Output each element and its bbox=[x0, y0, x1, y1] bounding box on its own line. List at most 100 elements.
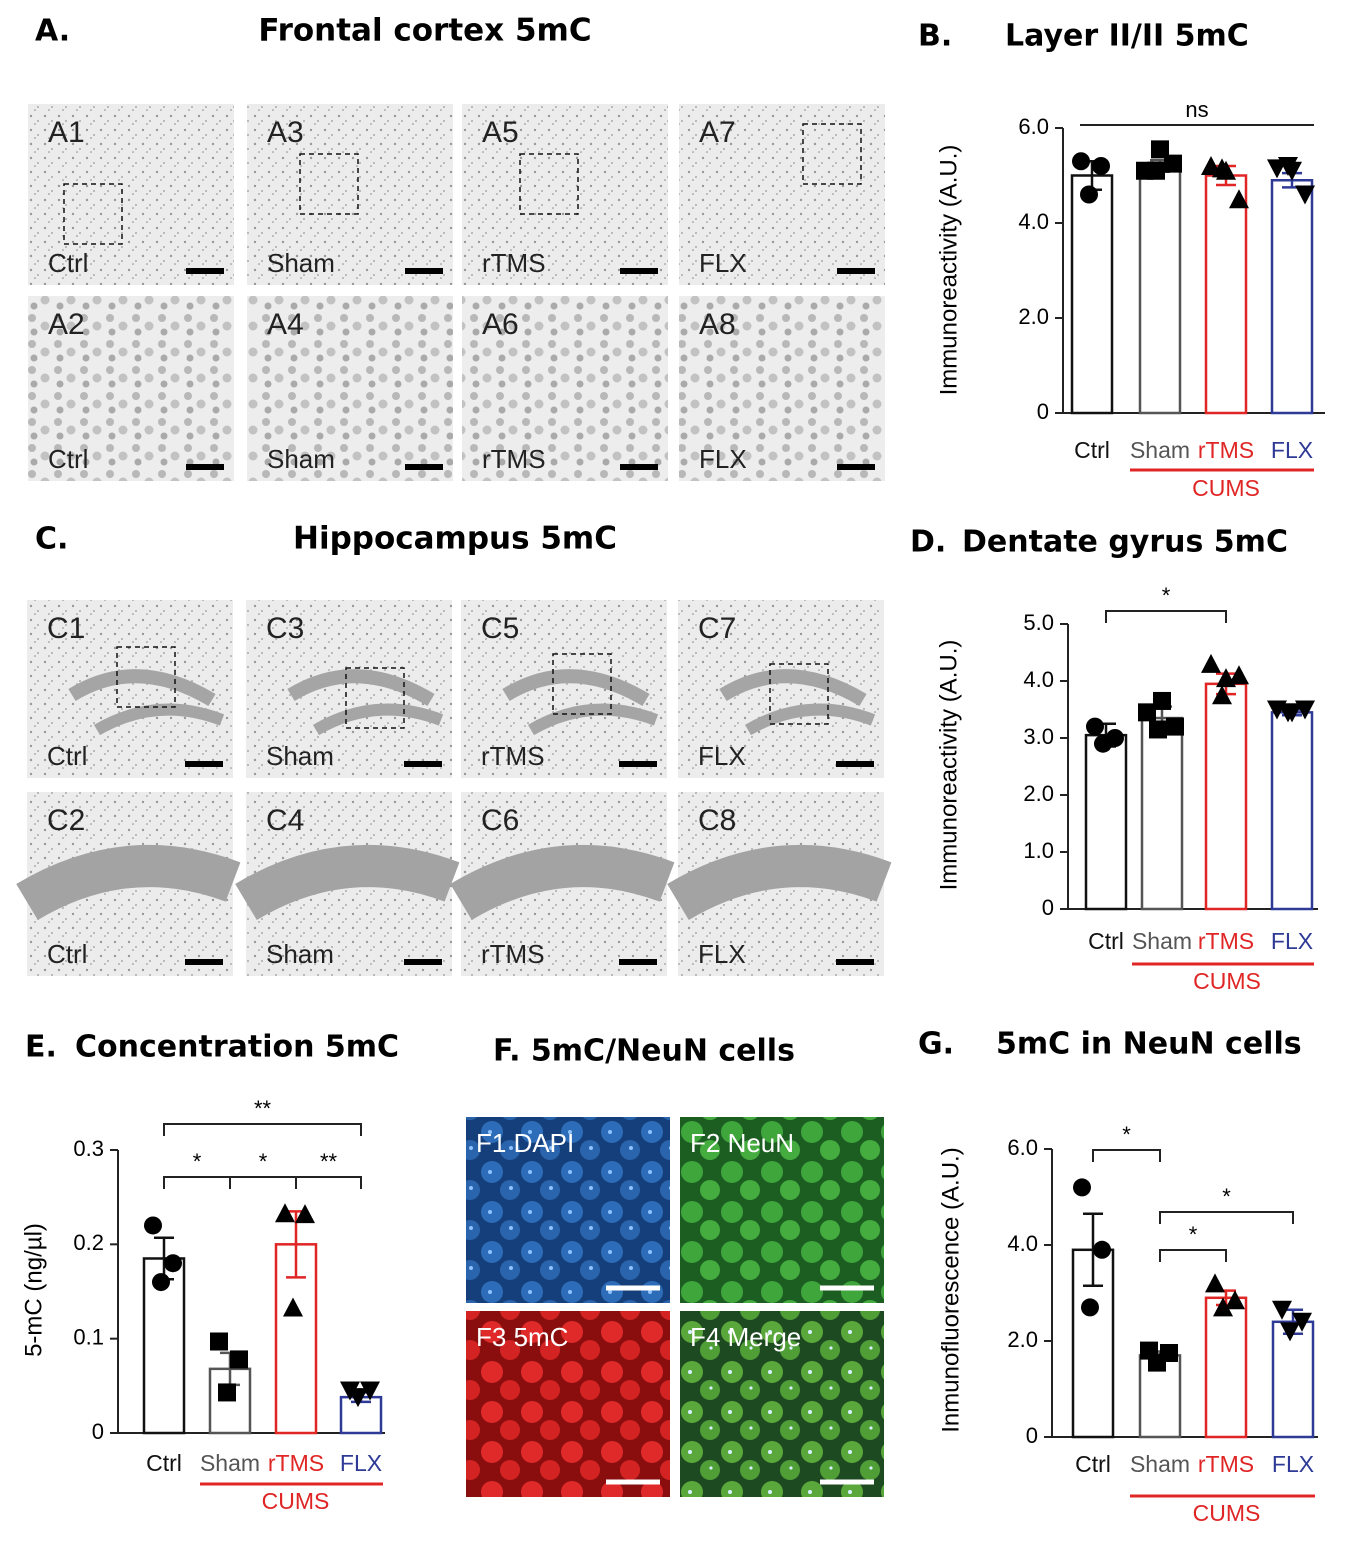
data-point bbox=[1153, 691, 1171, 710]
x-tick-label: FLX bbox=[340, 1450, 382, 1476]
y-tick-label: 2.0 bbox=[1023, 781, 1054, 806]
granule-layer bbox=[235, 845, 460, 921]
image-id: C7 bbox=[698, 612, 736, 645]
y-tick-label: 4.0 bbox=[1007, 1231, 1038, 1256]
data-point bbox=[1081, 1298, 1099, 1317]
data-point bbox=[230, 1350, 248, 1369]
data-point bbox=[1278, 703, 1298, 723]
data-point bbox=[295, 1204, 315, 1224]
image-condition: Ctrl bbox=[47, 741, 87, 771]
data-point bbox=[1080, 185, 1098, 204]
image-condition: FLX bbox=[698, 741, 746, 771]
panel-letter: B. bbox=[918, 19, 952, 54]
y-tick-label: 0.2 bbox=[73, 1230, 104, 1255]
x-tick-label: Ctrl bbox=[1088, 928, 1124, 954]
data-point bbox=[1093, 1240, 1111, 1259]
group-label: CUMS bbox=[1193, 1500, 1261, 1526]
data-point bbox=[1229, 189, 1249, 209]
x-tick-label: FLX bbox=[1272, 1451, 1314, 1477]
x-tick-label: rTMS bbox=[1198, 437, 1254, 463]
significance-bracket bbox=[229, 1176, 297, 1189]
data-point bbox=[1073, 1178, 1091, 1197]
bar bbox=[1270, 179, 1314, 415]
chart-title: Concentration 5mC bbox=[75, 1030, 399, 1065]
data-point bbox=[1213, 1297, 1233, 1317]
data-point bbox=[152, 1273, 170, 1292]
image-condition: rTMS bbox=[482, 248, 546, 278]
data-point bbox=[1292, 1312, 1312, 1332]
x-tick-label: Ctrl bbox=[1075, 1451, 1111, 1477]
data-point bbox=[1072, 152, 1090, 171]
y-tick-label: 1.0 bbox=[1023, 838, 1054, 863]
y-tick-label: 4.0 bbox=[1023, 667, 1054, 692]
data-point bbox=[1086, 717, 1104, 736]
significance-label: * bbox=[1122, 1122, 1131, 1147]
bar bbox=[1271, 1320, 1315, 1439]
image-condition: FLX bbox=[699, 444, 747, 474]
granule-layer bbox=[16, 845, 241, 921]
image-id: A6 bbox=[482, 308, 519, 341]
data-point bbox=[1272, 1300, 1292, 1320]
data-point bbox=[144, 1216, 162, 1235]
data-point bbox=[1280, 1322, 1300, 1342]
image-condition: rTMS bbox=[481, 939, 545, 969]
x-tick-label: Ctrl bbox=[146, 1450, 182, 1476]
micrograph bbox=[462, 104, 668, 285]
image-id: C3 bbox=[266, 612, 304, 645]
panel-title: Frontal cortex 5mC bbox=[258, 13, 591, 49]
micrograph bbox=[679, 104, 885, 285]
granule-layer bbox=[667, 845, 892, 921]
panel-letter: A. bbox=[35, 14, 70, 49]
significance-label: * bbox=[1189, 1222, 1198, 1247]
y-tick-label: 2.0 bbox=[1018, 304, 1049, 329]
group-label: CUMS bbox=[1192, 475, 1260, 501]
image-label: F4 Merge bbox=[690, 1322, 801, 1352]
y-axis-label: Immunoreactivity (A.U.) bbox=[935, 640, 962, 891]
x-tick-label: Ctrl bbox=[1074, 437, 1110, 463]
y-tick-label: 0 bbox=[1026, 1423, 1038, 1448]
chart-title: 5mC in NeuN cells bbox=[996, 1027, 1302, 1062]
image-id: A1 bbox=[48, 116, 85, 149]
image-condition: Sham bbox=[266, 939, 334, 969]
granule-layer bbox=[312, 703, 444, 736]
granule-layer bbox=[287, 669, 435, 707]
significance-bracket bbox=[163, 1123, 362, 1136]
panel-title: Hippocampus 5mC bbox=[293, 521, 617, 557]
data-point bbox=[1164, 154, 1182, 173]
panel-title: F. 5mC/NeuN cells bbox=[493, 1034, 795, 1069]
y-tick-label: 0.1 bbox=[73, 1324, 104, 1349]
data-point bbox=[1092, 157, 1110, 175]
chart-title: Dentate gyrus 5mC bbox=[962, 525, 1288, 560]
x-tick-label: rTMS bbox=[1198, 1451, 1254, 1477]
zoom-box bbox=[802, 123, 862, 185]
granule-layer bbox=[68, 669, 216, 707]
image-condition: Ctrl bbox=[48, 248, 88, 278]
data-point bbox=[1147, 161, 1165, 180]
y-tick-label: 2.0 bbox=[1007, 1327, 1038, 1352]
granule-layer bbox=[93, 703, 225, 736]
y-tick-label: 6.0 bbox=[1007, 1135, 1038, 1160]
data-point bbox=[1225, 1290, 1245, 1310]
image-label: F1 DAPI bbox=[476, 1128, 574, 1158]
data-point bbox=[1212, 685, 1232, 705]
panel-letter: D. bbox=[910, 525, 946, 560]
granule-layer bbox=[527, 703, 659, 736]
bar bbox=[1270, 711, 1314, 911]
image-condition: Sham bbox=[267, 444, 335, 474]
y-axis-label: Immunoreactivity (A.U.) bbox=[935, 145, 962, 396]
image-condition: Sham bbox=[266, 741, 334, 771]
y-axis-label: Inmunofluorescence (A.U.) bbox=[937, 1147, 964, 1432]
y-tick-label: 0.3 bbox=[73, 1136, 104, 1161]
x-tick-label: Sham bbox=[1130, 1451, 1190, 1477]
significance-label: * bbox=[193, 1149, 202, 1174]
image-condition: FLX bbox=[698, 939, 746, 969]
data-point bbox=[1201, 653, 1221, 673]
significance-label: ** bbox=[254, 1096, 272, 1121]
group-label: CUMS bbox=[262, 1488, 330, 1514]
micrograph bbox=[680, 1117, 884, 1303]
significance-bracket bbox=[1159, 1211, 1294, 1224]
image-condition: Ctrl bbox=[48, 444, 88, 474]
image-condition: Sham bbox=[267, 248, 335, 278]
zoom-box bbox=[299, 153, 359, 215]
